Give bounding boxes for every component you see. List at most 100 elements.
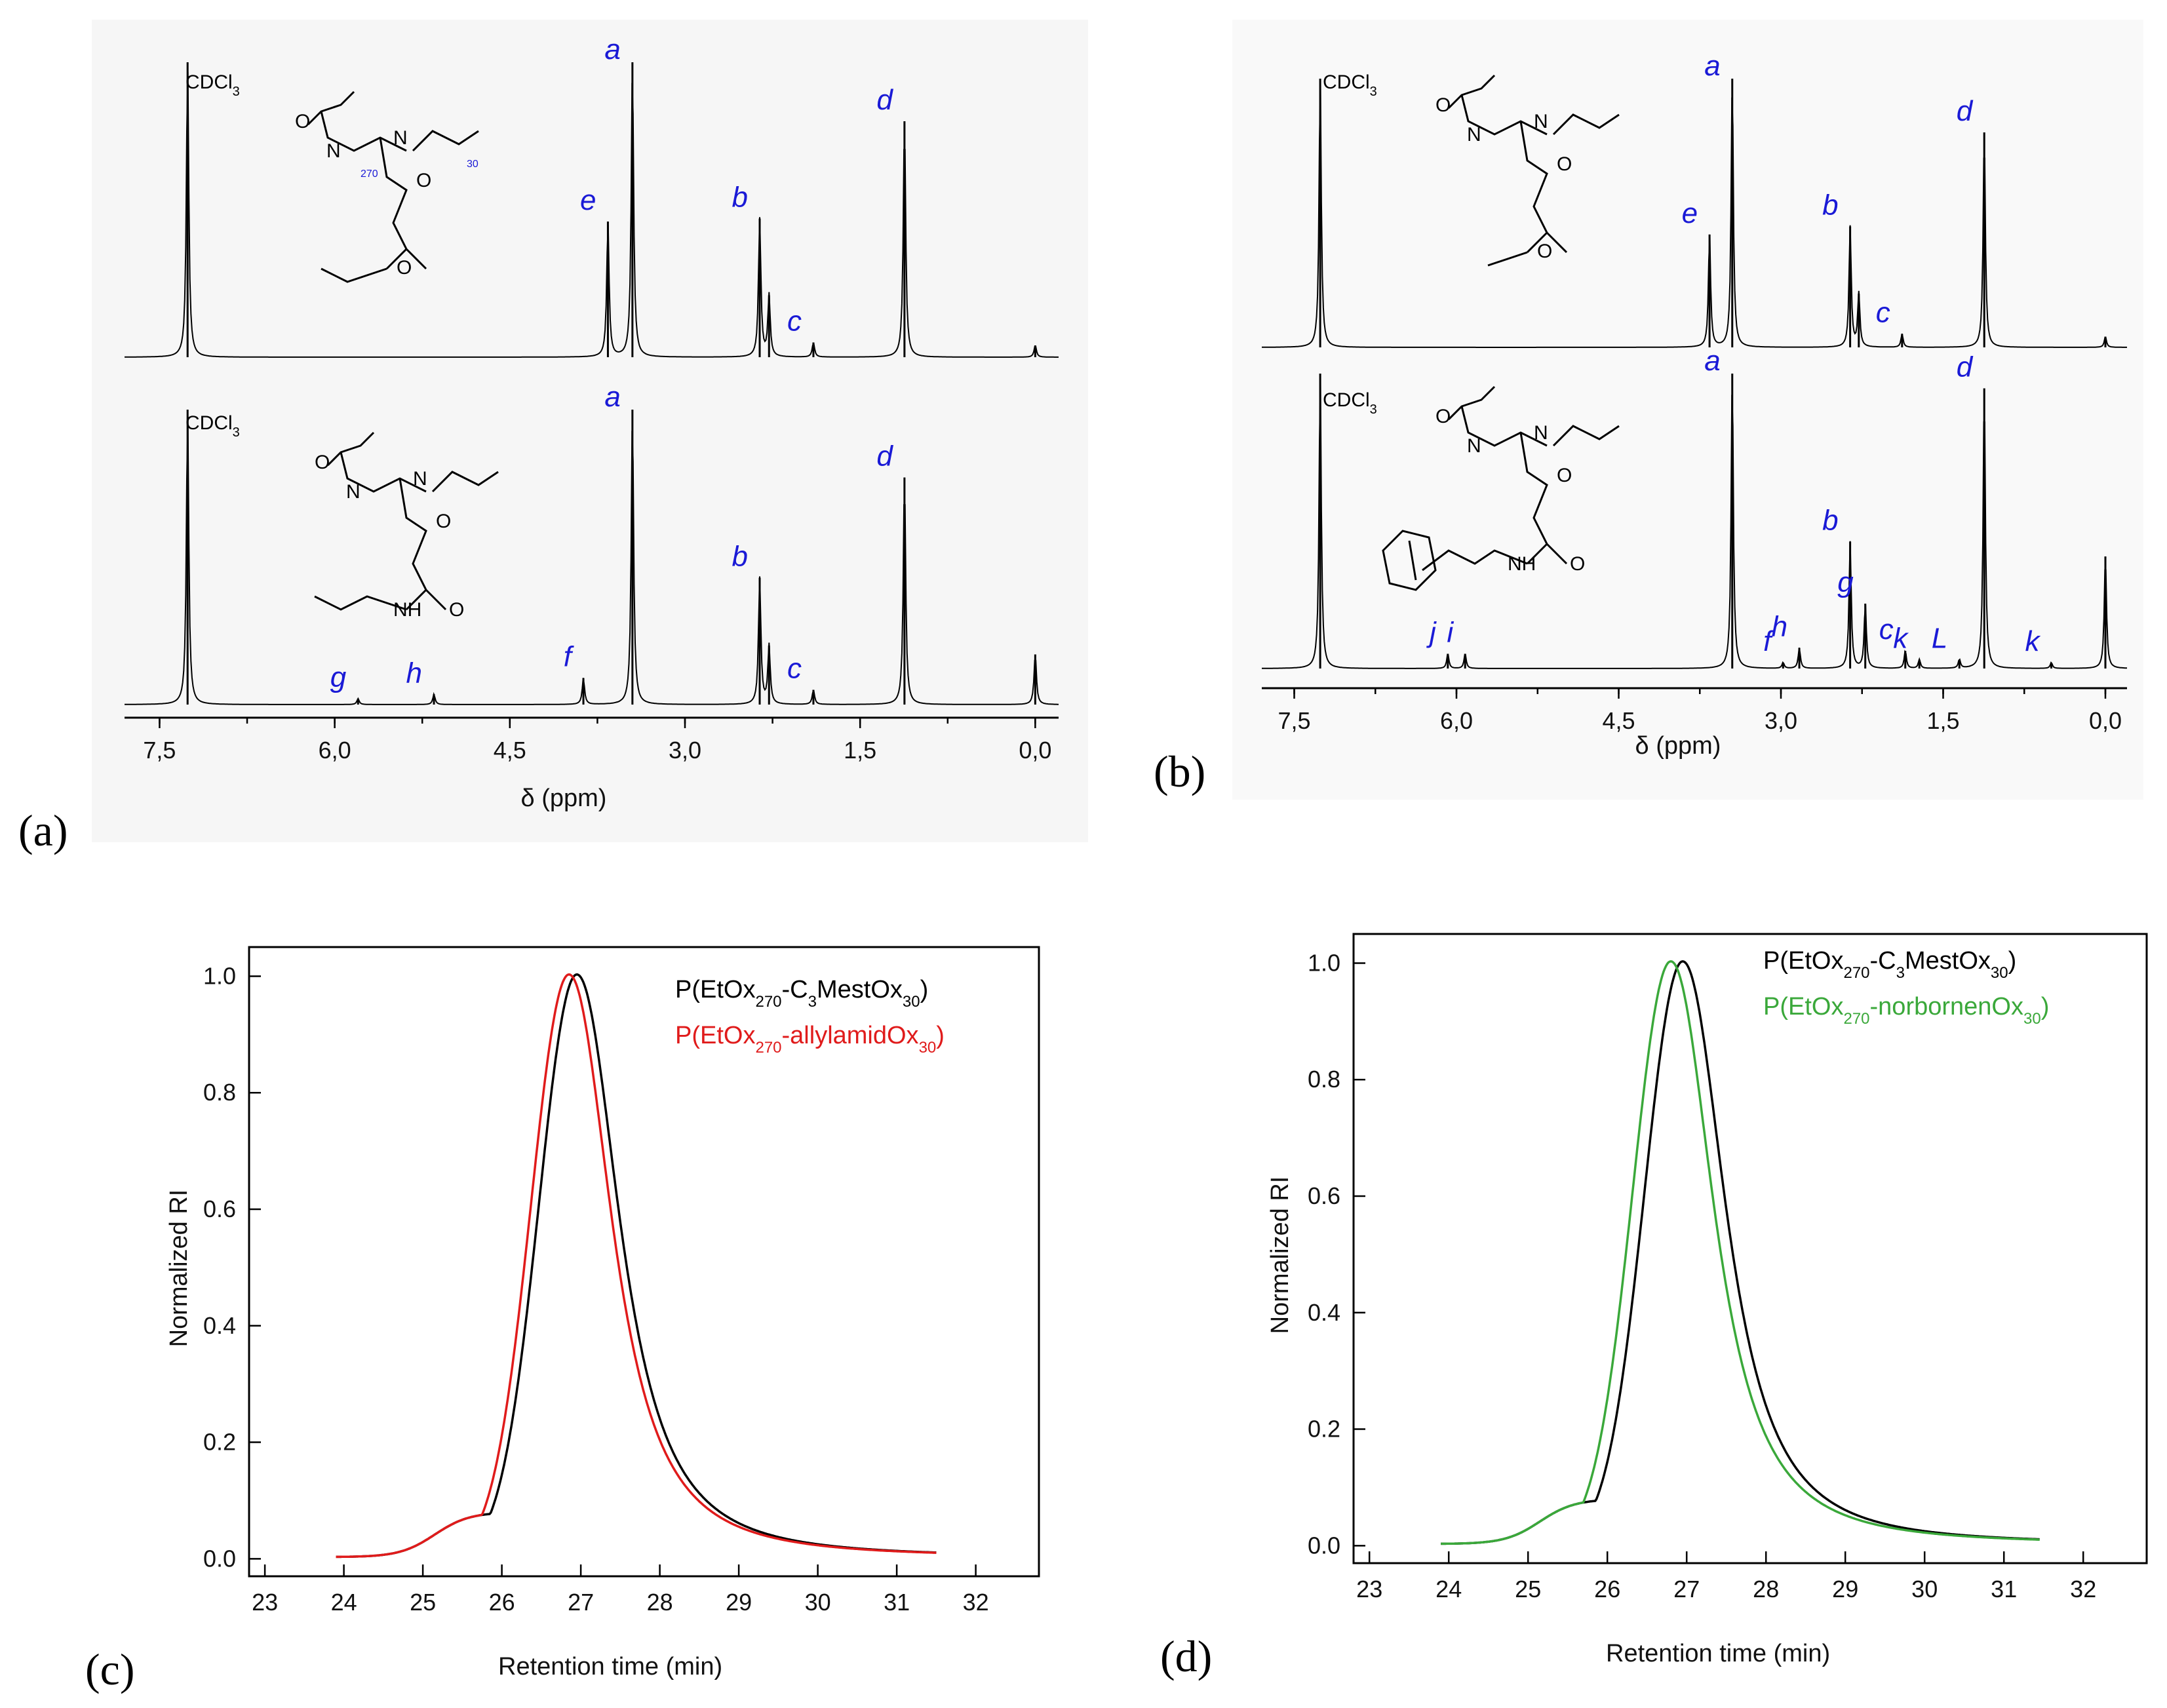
nmr-a-x-tick-label: 0,0: [1019, 737, 1051, 764]
subscript: 270: [1843, 1010, 1869, 1028]
gpc-c-y-tick-label: 0.2: [203, 1429, 236, 1456]
gpc-d-y-label: Normalized RI: [1266, 1176, 1294, 1334]
nmr-a-x-label: δ (ppm): [521, 785, 607, 812]
gpc-d-x-tick-label: 23: [1356, 1576, 1382, 1602]
nmr-a-peak-label: b: [732, 541, 748, 573]
gpc-c-x-tick-label: 31: [884, 1589, 910, 1616]
atom-o: O: [295, 111, 310, 132]
bond-lines: [1422, 385, 1568, 572]
structure-b-bottom: O N N O O NH: [1382, 385, 1620, 591]
nmr-b-peak-label: L: [1932, 623, 1947, 655]
nmr-b-peak-label: k: [1893, 623, 1909, 655]
gpc-d-x-tick-label: 27: [1673, 1576, 1700, 1602]
legend-d-series-2: P(EtOx270-norbornenOx30): [1763, 993, 2049, 1028]
atom-n: N: [346, 481, 361, 503]
gpc-c-x-tick-label: 26: [489, 1589, 515, 1616]
nmr-b-peak-label: c: [1879, 613, 1894, 646]
gpc-c-y-tick-label: 1.0: [203, 962, 236, 989]
gpc-d-x-tick-label: 30: [1911, 1576, 1938, 1602]
repeat-30: 30: [467, 159, 478, 170]
bond-lines: [314, 431, 447, 611]
nmr-b-x-tick-label: 0,0: [2089, 707, 2122, 734]
bond-lines-right: [431, 471, 499, 493]
gpc-chart-d: Retention time (min) Normalized RI P(EtO…: [1266, 933, 2148, 1667]
gpc-c-x-tick-label: 32: [963, 1589, 989, 1616]
gpc-d-y-tick-label: 0.8: [1308, 1066, 1340, 1093]
nmr-b-spectrum-top: [1262, 87, 2127, 348]
nmr-a-peak-label: a: [604, 33, 620, 66]
gpc-d-x-tick-label: 31: [1991, 1576, 2017, 1602]
nmr-b-peak-label: d: [1957, 351, 1974, 383]
atom-o: O: [1570, 553, 1585, 575]
nmr-b-x-label: δ (ppm): [1635, 732, 1721, 760]
gpc-c-x-tick-label: 23: [252, 1589, 278, 1616]
nmr-b-spectrum-bottom: [1262, 383, 2127, 669]
nmr-b-x-tick-label: 4,5: [1602, 707, 1635, 734]
nmr-b-x-tick-label: 3,0: [1765, 707, 1797, 734]
gpc-c-frame: [248, 946, 1040, 1578]
panel-label-a: (a): [18, 805, 68, 855]
nmr-b-x-tick-label: 7,5: [1278, 707, 1310, 734]
nmr-b-peak-label: b: [1822, 505, 1838, 537]
bond-lines-right: [1552, 425, 1620, 447]
structure-b-top: O N N O O: [1435, 74, 1620, 267]
gpc-c-x-tick-label: 30: [805, 1589, 831, 1616]
gpc-d-x-label: Retention time (min): [1606, 1640, 1830, 1667]
nmr-a-spectrum-bottom: [125, 419, 1059, 705]
atom-o: O: [1537, 241, 1552, 262]
panel-label-b: (b): [1154, 747, 1205, 796]
subscript: 30: [2023, 1010, 2041, 1028]
nmr-b-background: [1232, 20, 2143, 800]
gpc-c-x-tick-label: 28: [647, 1589, 673, 1616]
atom-o: O: [315, 452, 330, 473]
gpc-c-series-1-line: [336, 973, 937, 1559]
gpc-c-y-tick-label: 0.4: [203, 1312, 236, 1339]
nmr-a-peak-label: g: [330, 661, 347, 693]
nmr-a-peak-label: d: [876, 440, 893, 473]
atom-o: O: [416, 170, 431, 191]
panel-label-c: (c): [85, 1644, 134, 1694]
nmr-b-peak-label: a: [1704, 345, 1720, 377]
gpc-c-x-tick-label: 27: [568, 1589, 594, 1616]
gpc-c-y-tick-label: 0.6: [203, 1195, 236, 1222]
atom-o: O: [436, 511, 451, 532]
gpc-c-x-label: Retention time (min): [498, 1653, 722, 1680]
gpc-d-series-2-line: [1441, 960, 2040, 1545]
atom-o: O: [1435, 406, 1451, 427]
subscript: 3: [808, 993, 817, 1011]
gpc-c-series-2-line: [336, 973, 937, 1559]
gpc-d-y-tick-label: 0.2: [1308, 1416, 1340, 1443]
atom-n: N: [1467, 435, 1481, 457]
gpc-d-x-tick-label: 25: [1515, 1576, 1541, 1602]
atom-n: N: [1467, 124, 1481, 146]
atom-nh: NH: [393, 599, 421, 621]
subscript: 30: [903, 993, 920, 1011]
gpc-c-x-tick-label: 24: [331, 1589, 357, 1616]
atom-n: N: [413, 468, 427, 490]
nmr-a-peak-label: h: [406, 657, 422, 689]
nmr-a-x-tick-label: 3,0: [669, 737, 701, 764]
panel-label-d: (d): [1160, 1631, 1212, 1681]
nmr-b-peak-label: a: [1704, 50, 1720, 82]
subscript: 270: [755, 1039, 781, 1057]
gpc-c-x-tick-label: 25: [410, 1589, 436, 1616]
atom-o: O: [1435, 94, 1451, 116]
nmr-b-x-tick-label: 1,5: [1926, 707, 1959, 734]
atom-nh: NH: [1508, 553, 1536, 575]
legend-c-series-2: P(EtOx270-allylamidOx30): [675, 1022, 945, 1057]
nmr-a-peak-label: c: [787, 653, 802, 685]
atom-n: N: [1534, 111, 1548, 132]
structure-a-top: O N N O O 270 30: [295, 90, 479, 283]
nmr-a-x-tick-label: 4,5: [494, 737, 526, 764]
atom-o: O: [397, 257, 412, 279]
repeat-270: 270: [361, 168, 378, 180]
nmr-a-peak-label: b: [732, 182, 748, 214]
gpc-c-y-tick-label: 0.0: [203, 1545, 236, 1572]
gpc-chart-c: Retention time (min) Normalized RI P(EtO…: [165, 946, 1040, 1680]
bond-lines: [1447, 74, 1568, 267]
nmr-spectrum-b: CDCl3 CDCl3 δ (ppm) O N N O O O N N O O …: [1262, 50, 2127, 760]
subscript: 3: [1370, 402, 1377, 417]
gpc-d-y-tick-label: 1.0: [1308, 949, 1340, 976]
gpc-d-x-tick-label: 29: [1832, 1576, 1858, 1602]
subscript: 30: [1991, 964, 2008, 982]
